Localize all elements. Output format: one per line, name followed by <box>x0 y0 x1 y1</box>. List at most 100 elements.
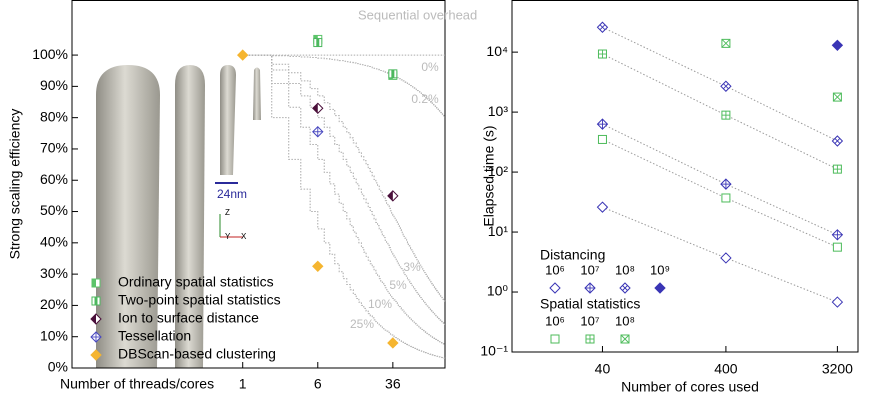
marker <box>237 49 249 61</box>
marker <box>721 38 731 48</box>
x-tick-label: 3200 <box>822 361 853 377</box>
marker <box>832 164 842 174</box>
marker-shape <box>90 349 102 361</box>
legend-marker <box>620 334 630 344</box>
y-tick-label: 10% <box>40 327 68 343</box>
marker <box>387 190 399 202</box>
marker <box>597 134 607 144</box>
tip-shape <box>96 65 160 368</box>
overhead-curve <box>242 54 446 118</box>
y-tick-label: 100% <box>32 46 68 62</box>
marker <box>312 102 324 114</box>
y-tick-label: 60% <box>40 171 68 187</box>
marker-shape <box>596 201 609 213</box>
marker <box>831 229 844 241</box>
x-tick-label: 40 <box>595 361 611 377</box>
y-axis-title: Strong scaling efficiency <box>7 109 23 260</box>
marker-shape <box>550 334 560 344</box>
marker-shape <box>831 39 844 52</box>
overhead-curve <box>242 54 446 302</box>
trend-line <box>602 53 838 170</box>
marker-shape <box>312 103 318 114</box>
overhead-curve <box>242 54 446 359</box>
y-tick-label: 10¹ <box>488 223 509 239</box>
legend-label: Ordinary spatial statistics <box>118 274 274 290</box>
marker-stroke <box>834 138 841 144</box>
overhead-curve <box>242 54 446 345</box>
tip-shape <box>253 67 261 120</box>
y-tick-label: 10⁴ <box>486 43 508 59</box>
marker-shape <box>387 190 393 201</box>
marker <box>831 296 844 308</box>
marker <box>720 252 732 264</box>
marker-shape <box>831 296 844 308</box>
overhead-label: 25% <box>350 317 374 331</box>
triad-label: X <box>241 232 247 241</box>
marker <box>312 260 324 273</box>
marker-stroke <box>721 39 731 48</box>
legend-label: 10⁸ <box>615 262 635 277</box>
marker-shape <box>720 252 732 264</box>
marker-shape <box>312 260 324 273</box>
trend-line <box>602 138 838 248</box>
y-tick-label: 90% <box>40 77 68 93</box>
marker-shape <box>91 314 96 324</box>
tip-shape <box>175 65 205 368</box>
overhead-label: 0.2% <box>411 92 439 106</box>
plot-frame <box>71 0 446 369</box>
x-tick-label: 6 <box>314 376 322 392</box>
x-tick-label: 36 <box>385 376 401 392</box>
marker-stroke <box>622 285 628 291</box>
marker-shape <box>237 49 249 61</box>
marker-shape <box>654 282 666 294</box>
overhead-title: Sequential overhead <box>358 7 477 22</box>
legend-marker <box>549 282 561 294</box>
marker <box>832 242 842 252</box>
marker-shape <box>549 282 561 294</box>
legend-label: 10⁶ <box>545 313 565 328</box>
marker-shape <box>597 134 607 144</box>
marker <box>597 49 607 59</box>
axis-triad: Z Y X <box>219 208 247 241</box>
y-tick-label: 0% <box>48 359 68 375</box>
overhead-label: 10% <box>368 297 392 311</box>
marker <box>388 69 398 79</box>
legend-title: Spatial statistics <box>540 296 640 312</box>
legend-marker <box>654 282 666 294</box>
x-axis-title: Number of cores used <box>621 379 759 395</box>
y-axis-title: Elapsed time (s) <box>481 125 497 226</box>
marker-shape <box>94 297 98 305</box>
legend-marker <box>550 334 560 344</box>
marker <box>596 201 609 213</box>
marker-stroke <box>723 83 729 90</box>
y-tick-label: 10⁰ <box>487 283 509 299</box>
trend-line <box>602 26 838 142</box>
y-tick-label: 30% <box>40 265 68 281</box>
marker <box>312 126 324 138</box>
marker-shape <box>387 337 399 349</box>
marker <box>720 80 732 92</box>
marker <box>721 193 731 203</box>
marker <box>596 21 609 33</box>
marker-shape <box>832 242 842 252</box>
legend-label: 10⁹ <box>650 262 670 277</box>
overhead-label: 3% <box>403 260 421 274</box>
y-tick-label: 80% <box>40 108 68 124</box>
x-tick-label: 1 <box>239 376 247 392</box>
overhead-label: 5% <box>389 278 407 292</box>
legend-label: 10⁷ <box>580 313 599 328</box>
legend-label: Ion to surface distance <box>118 310 259 326</box>
scale-bar-label: 24nm <box>217 187 247 201</box>
legend-marker <box>584 282 596 294</box>
trend-line <box>602 123 838 236</box>
marker <box>313 38 323 48</box>
trend-line <box>602 206 838 303</box>
legend-marker <box>91 278 101 288</box>
marker-shape <box>391 69 395 78</box>
marker-shape <box>316 38 320 47</box>
legend-label: 10⁷ <box>580 262 599 277</box>
legend-label: Two-point spatial statistics <box>118 292 281 308</box>
marker <box>831 39 844 52</box>
marker-stroke <box>599 24 606 31</box>
